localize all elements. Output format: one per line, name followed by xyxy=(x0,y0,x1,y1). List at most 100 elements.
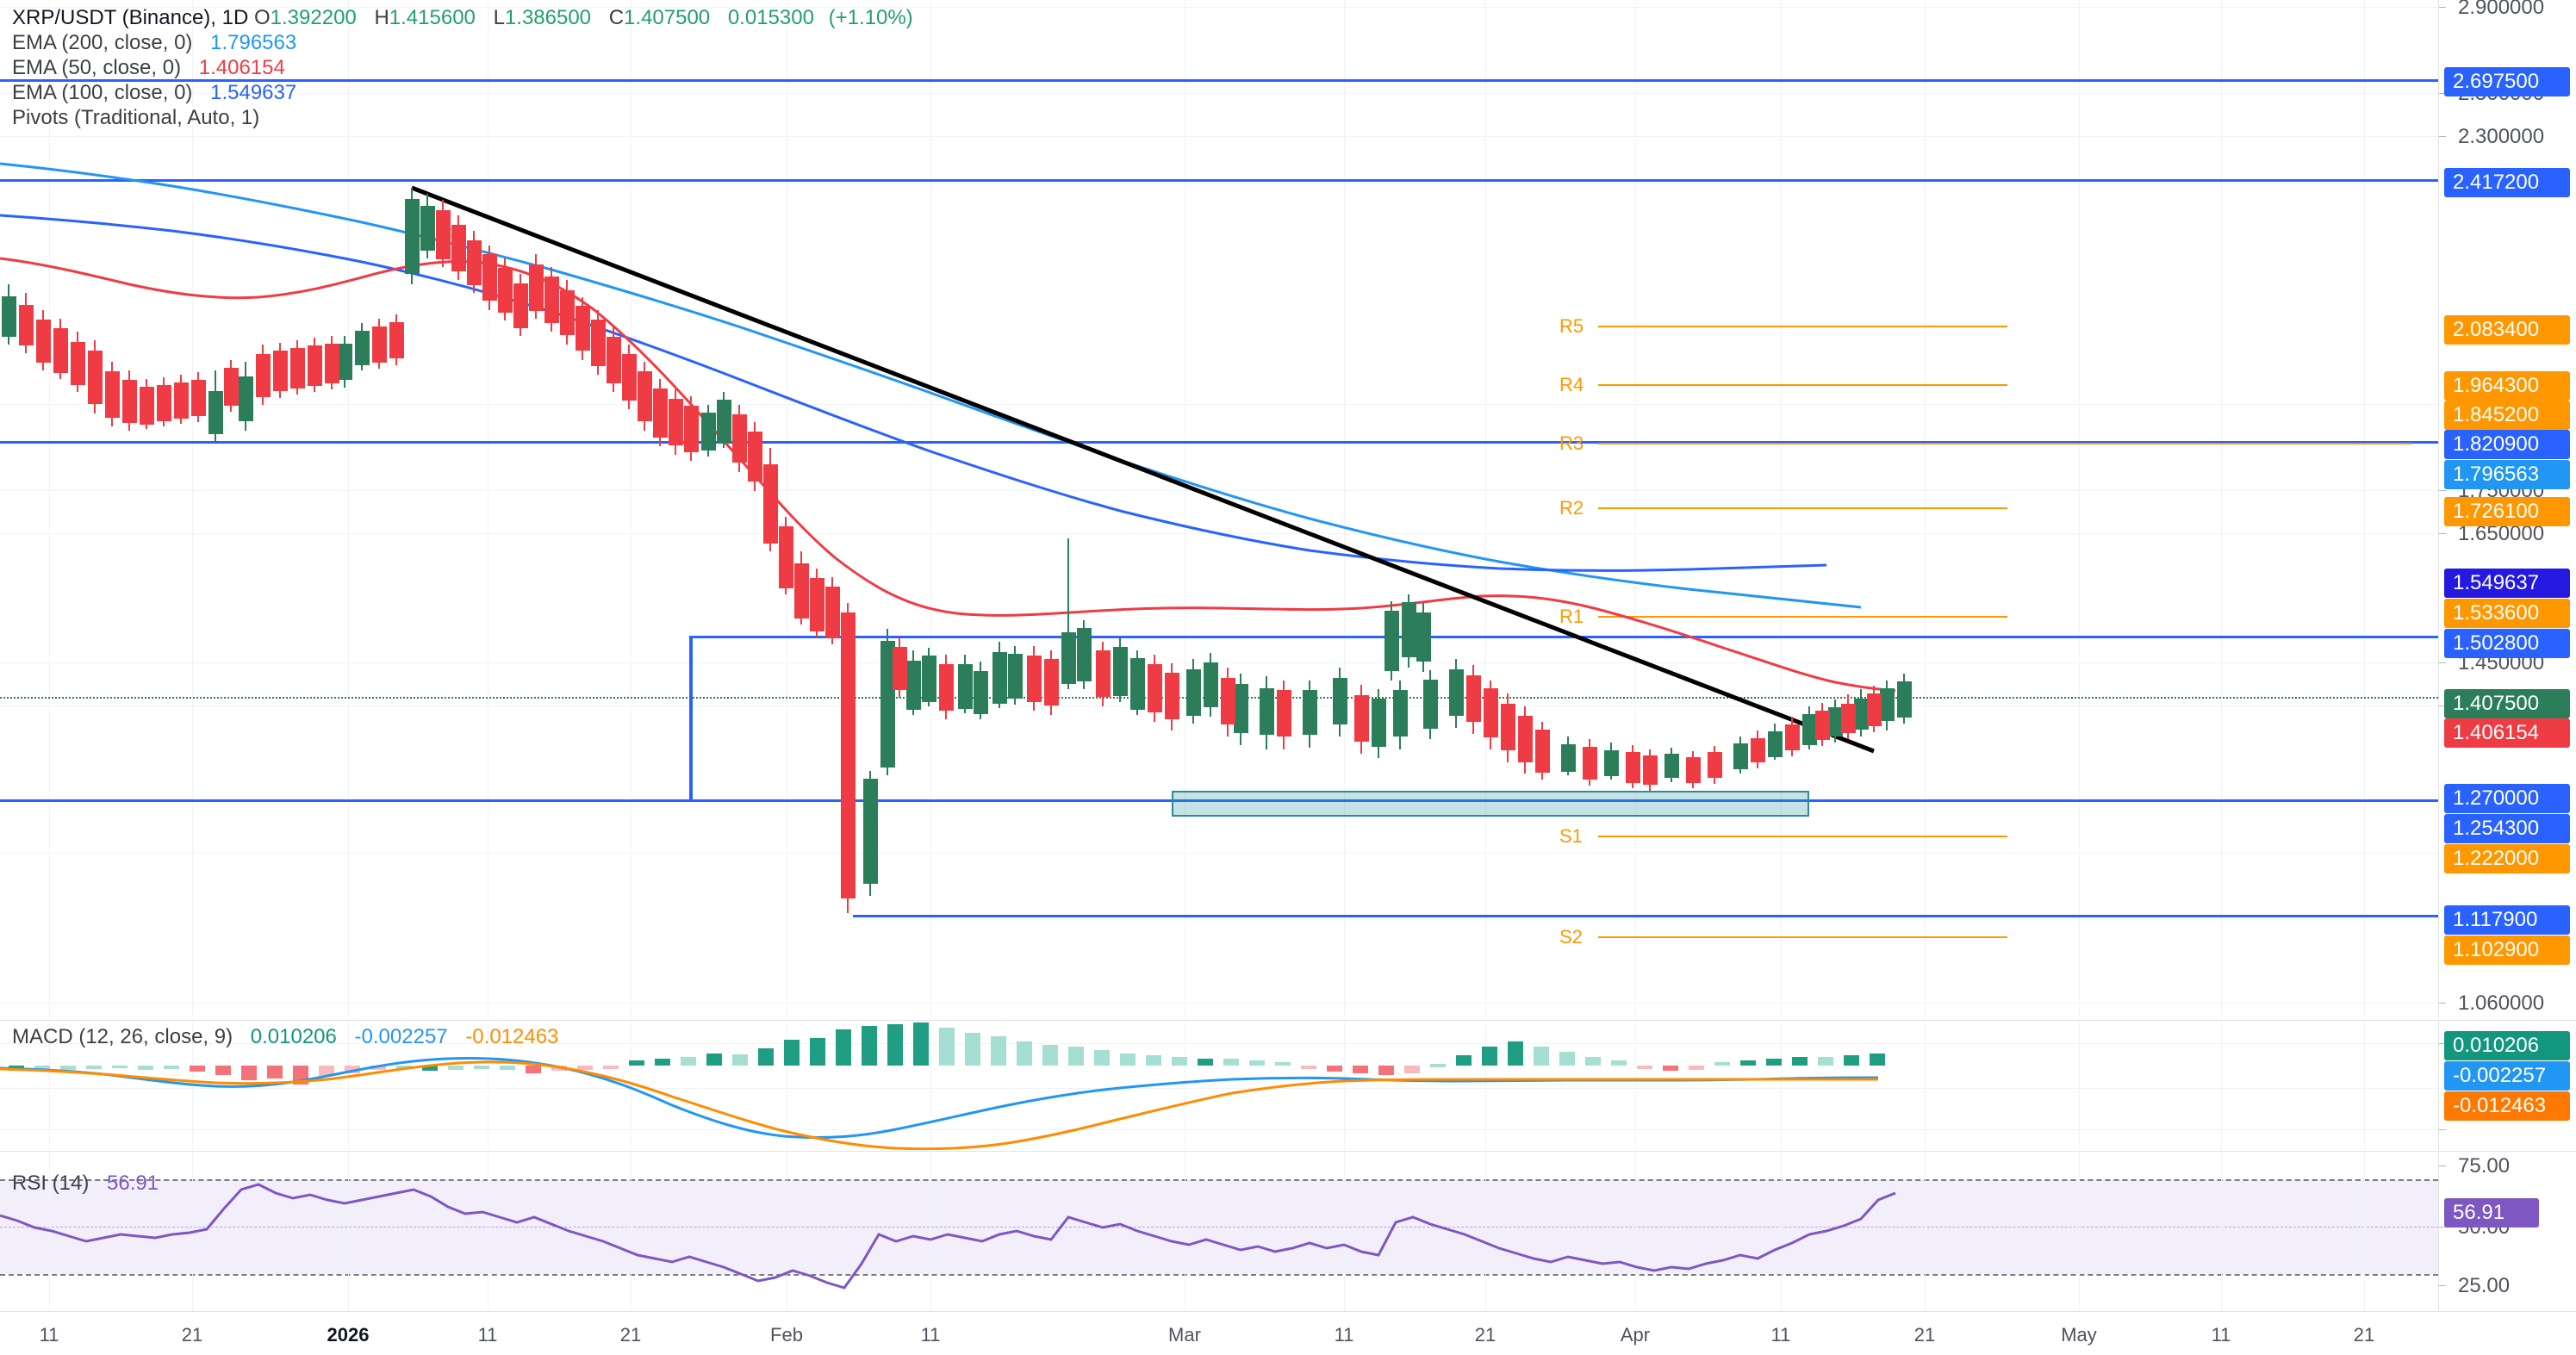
macd-histogram xyxy=(9,1022,1885,1085)
price-badge-1222000[interactable]: 1.222000 xyxy=(2444,844,2570,873)
rsi-series xyxy=(0,1183,1896,1290)
price-badge-1270000[interactable]: 1.270000 xyxy=(2444,784,2570,813)
ema50-legend-row[interactable]: EMA (50, close, 0) 1.406154 xyxy=(12,55,913,80)
candles xyxy=(2,188,1912,913)
pivot-label-s1: S1 xyxy=(1559,825,1583,847)
price-badge-1845200[interactable]: 1.845200 xyxy=(2444,401,2570,430)
price-badge-1117900[interactable]: 1.117900 xyxy=(2444,905,2570,935)
time-label-month: Apr xyxy=(1620,1324,1651,1346)
pivot-line-s1[interactable] xyxy=(1598,836,2007,837)
low-label: L xyxy=(493,6,505,29)
last-price-line xyxy=(0,697,2438,699)
price-pane[interactable]: R5 R4 R3 R2 R1 S1 S2 xyxy=(0,0,2438,1016)
price-badge-1964300[interactable]: 1.964300 xyxy=(2444,371,2570,401)
pivot-label-r5: R5 xyxy=(1559,315,1584,337)
low-value: 1.386500 xyxy=(504,6,592,29)
price-badge-1820900[interactable]: 1.820900 xyxy=(2444,430,2570,459)
level-line-1820900[interactable] xyxy=(0,441,2438,444)
time-label-month: May xyxy=(2061,1324,2097,1346)
time-axis[interactable]: 11 21 2026 11 21 Feb 11 Mar 11 21 Apr 11… xyxy=(0,1311,2576,1355)
time-label: 21 xyxy=(181,1324,203,1346)
price-badge-1533600[interactable]: 1.533600 xyxy=(2444,599,2570,628)
time-label-year: 2026 xyxy=(327,1324,370,1346)
price-badge-2417200[interactable]: 2.417200 xyxy=(2444,168,2570,197)
ema100-legend-row[interactable]: EMA (100, close, 0) 1.549637 xyxy=(12,80,913,105)
pivot-label-r2: R2 xyxy=(1559,497,1584,519)
ema50-line xyxy=(0,257,1896,693)
price-badge-1796563[interactable]: 1.796563 xyxy=(2444,460,2570,489)
macd-badge-line[interactable]: -0.002257 xyxy=(2444,1061,2570,1091)
pivot-line-r3[interactable] xyxy=(1598,443,2412,444)
price-scale[interactable]: 2.900000 2.500000 2.300000 1.750000 1.65… xyxy=(2438,0,2576,1016)
level-line-1117900[interactable] xyxy=(853,915,2438,917)
time-label-month: Feb xyxy=(770,1324,803,1346)
pivot-line-r1[interactable] xyxy=(1598,616,2007,618)
time-label: 21 xyxy=(1913,1324,1936,1346)
candlestick-series xyxy=(0,162,1912,913)
pivots-label: Pivots (Traditional, Auto, 1) xyxy=(12,106,260,129)
rsi-value: 56.91 xyxy=(107,1172,159,1195)
symbol-legend-row[interactable]: XRP/USDT (Binance), 1D O1.392200 H1.4156… xyxy=(12,5,913,30)
pivot-line-r4[interactable] xyxy=(1598,384,2007,386)
pivot-label-s2: S2 xyxy=(1559,926,1583,948)
pivot-line-s2[interactable] xyxy=(1598,936,2007,938)
price-tick: 1.060000 xyxy=(2458,991,2545,1015)
rsi-midline xyxy=(0,1227,2438,1228)
price-badge-1726100[interactable]: 1.726100 xyxy=(2444,497,2570,526)
pivot-line-r2[interactable] xyxy=(1598,507,2007,509)
level-line-1502800-left[interactable] xyxy=(689,636,693,799)
price-badge-1102900[interactable]: 1.102900 xyxy=(2444,935,2570,965)
price-badge-1407500[interactable]: 1.407500 xyxy=(2444,689,2570,718)
time-label: 11 xyxy=(1770,1324,1791,1346)
symbol-label: XRP/USDT (Binance), 1D xyxy=(12,6,249,29)
rsi-pane[interactable]: RSI (14) 56.91 xyxy=(0,1151,2438,1312)
ema200-value: 1.796563 xyxy=(210,31,297,54)
close-label: C xyxy=(608,6,625,29)
level-line-1270000[interactable] xyxy=(0,799,2438,802)
open-label: O xyxy=(253,6,271,29)
macd-pane[interactable]: MACD (12, 26, close, 9) 0.010206 -0.0022… xyxy=(0,1020,2438,1150)
change-value: 0.015300 xyxy=(727,6,814,29)
rsi-scale[interactable]: 75.00 50.00 25.00 56.91 xyxy=(2438,1151,2576,1312)
price-badge-1549637[interactable]: 1.549637 xyxy=(2444,569,2570,598)
pivot-label-r3: R3 xyxy=(1559,432,1584,454)
macd-badge-histogram[interactable]: 0.010206 xyxy=(2444,1031,2570,1060)
support-zone[interactable] xyxy=(1172,791,1809,817)
pivot-line-r5[interactable] xyxy=(1598,326,2007,327)
macd-badge-signal[interactable]: -0.012463 xyxy=(2444,1091,2570,1121)
time-label: 21 xyxy=(2353,1324,2375,1346)
rsi-legend[interactable]: RSI (14) 56.91 xyxy=(12,1171,159,1197)
rsi-badge-value[interactable]: 56.91 xyxy=(2444,1198,2539,1228)
time-label: 11 xyxy=(920,1324,941,1346)
macd-signal-line xyxy=(0,1060,1878,1150)
macd-legend[interactable]: MACD (12, 26, close, 9) 0.010206 -0.0022… xyxy=(12,1024,558,1050)
price-badge-2083400[interactable]: 2.083400 xyxy=(2444,315,2570,345)
time-label: 11 xyxy=(477,1324,498,1346)
rsi-title: RSI (14) xyxy=(12,1172,90,1195)
pivots-legend-row[interactable]: Pivots (Traditional, Auto, 1) xyxy=(12,105,913,130)
price-badge-2697500[interactable]: 2.697500 xyxy=(2444,67,2570,96)
pivot-label-r4: R4 xyxy=(1559,374,1584,395)
price-tick: 2.300000 xyxy=(2458,125,2545,148)
downtrend-trendline xyxy=(411,185,1875,754)
price-badge-1502800[interactable]: 1.502800 xyxy=(2444,629,2570,658)
level-line-2417200[interactable] xyxy=(0,179,2438,182)
price-badge-1406154[interactable]: 1.406154 xyxy=(2444,718,2570,748)
rsi-upper-band-line xyxy=(0,1179,2438,1181)
level-line-1502800[interactable] xyxy=(689,636,2438,638)
ema100-value: 1.549637 xyxy=(210,81,297,104)
ema100-label: EMA (100, close, 0) xyxy=(12,81,193,104)
rsi-tick: 25.00 xyxy=(2458,1274,2511,1297)
time-label: 21 xyxy=(1474,1324,1496,1346)
macd-scale[interactable]: 0.010206 -0.002257 -0.012463 xyxy=(2438,1020,2576,1150)
macd-series xyxy=(0,1022,1885,1150)
ema200-label: EMA (200, close, 0) xyxy=(12,31,193,54)
high-label: H xyxy=(374,6,389,29)
macd-line-value: -0.002257 xyxy=(354,1025,448,1048)
ema200-legend-row[interactable]: EMA (200, close, 0) 1.796563 xyxy=(12,30,913,55)
price-badge-1254300[interactable]: 1.254300 xyxy=(2444,814,2570,843)
high-value: 1.415600 xyxy=(389,6,476,29)
macd-title: MACD (12, 26, close, 9) xyxy=(12,1025,233,1048)
level-line-2697500[interactable] xyxy=(0,79,2438,82)
rsi-lower-band-line xyxy=(0,1274,2438,1276)
